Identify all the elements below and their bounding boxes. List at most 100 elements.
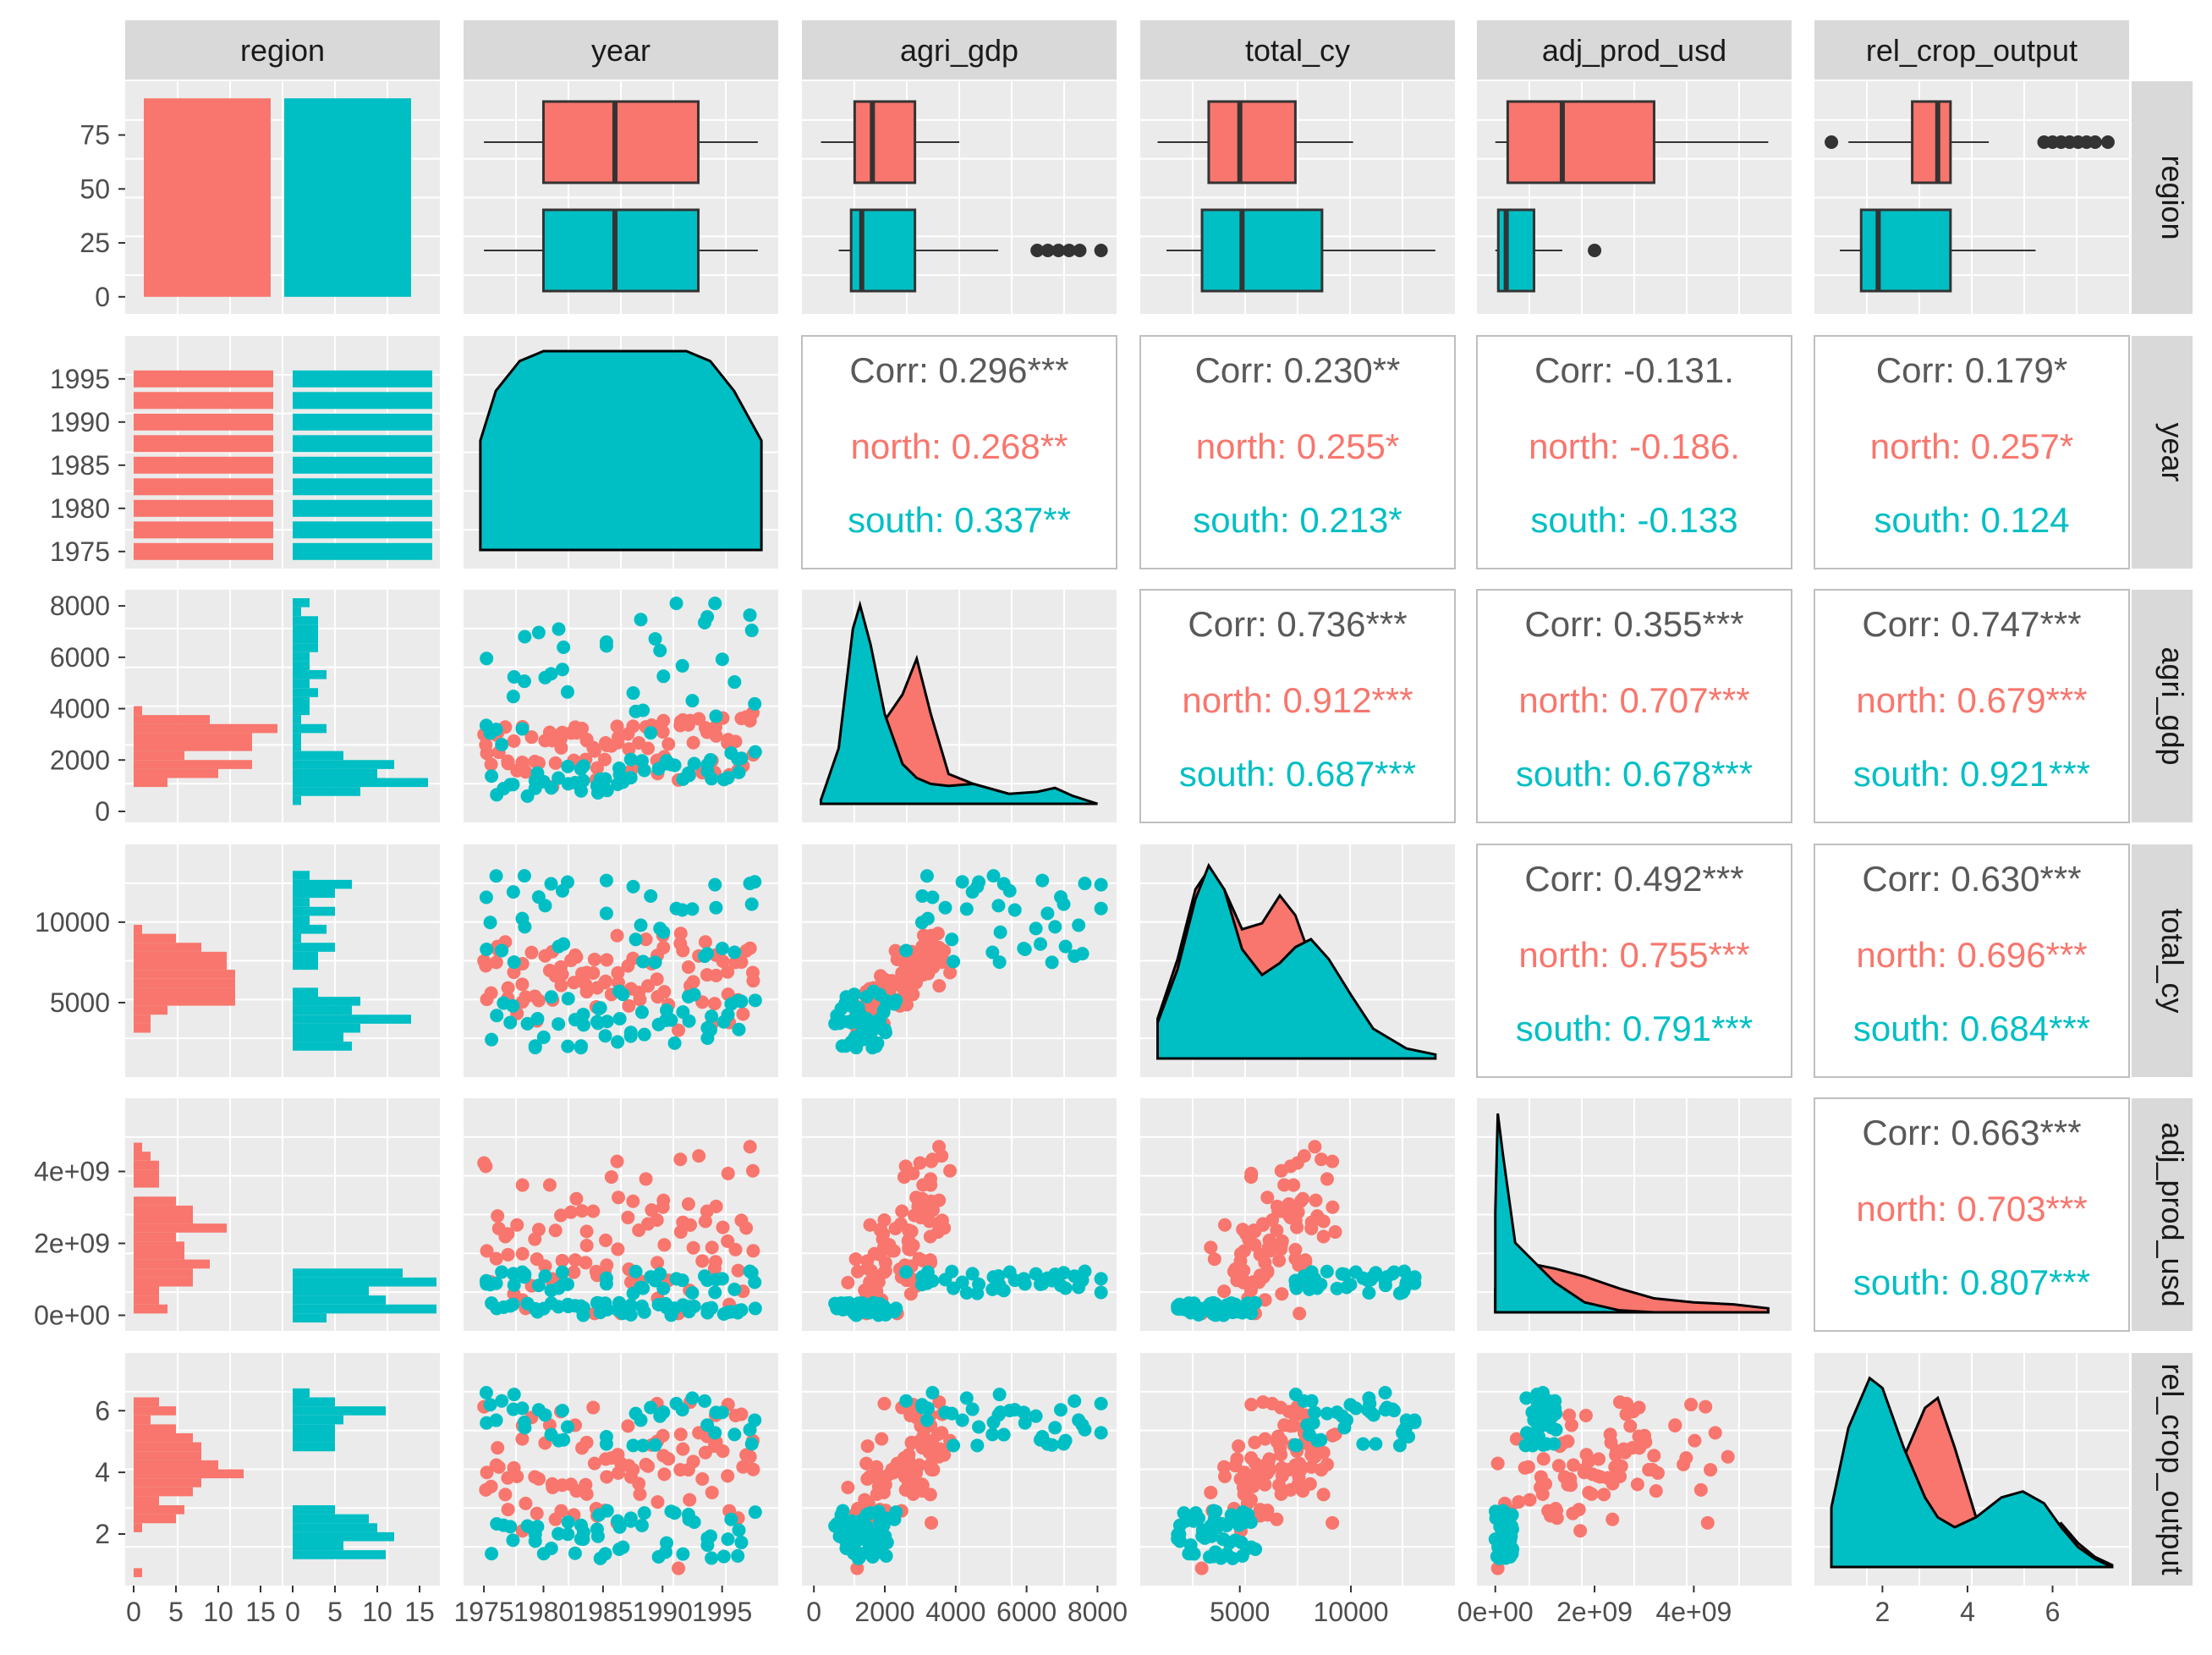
scatter-point-south	[715, 941, 729, 955]
scatter-point-north	[1287, 1178, 1301, 1192]
scatter-point-south	[709, 709, 723, 723]
tick-label: 0	[126, 1597, 141, 1627]
outlier-point	[1040, 244, 1055, 257]
scatter-point-north	[587, 1456, 601, 1471]
hist-bar-south	[293, 1433, 335, 1443]
scatter-point-south	[685, 902, 700, 916]
scatter-point-south	[1340, 1280, 1354, 1295]
scatter-point-north	[1247, 1476, 1261, 1491]
scatter-point-south	[611, 777, 625, 791]
scatter-point-north	[877, 1396, 892, 1410]
scatter-point-north	[707, 997, 722, 1011]
scatter-point-south	[552, 771, 566, 785]
strip-label-right-adj_prod_usd: adj_prod_usd	[2155, 1122, 2190, 1306]
scatter-point-south	[698, 949, 712, 964]
hist-bar-south	[293, 616, 318, 625]
scatter-point-south	[628, 932, 643, 947]
scatter-point-south	[599, 639, 613, 653]
hist-bar-north	[134, 1505, 184, 1515]
scatter-point-south	[520, 1519, 535, 1533]
scatter-point-south	[685, 1285, 700, 1300]
scatter-point-north	[877, 972, 892, 987]
scatter-point-north	[1590, 1469, 1605, 1483]
hist-bar-south	[293, 1304, 436, 1314]
outlier-point	[1051, 244, 1066, 257]
tick-label: 2	[1875, 1597, 1891, 1627]
scatter-point-north	[705, 1240, 719, 1255]
scatter-point-north	[863, 1218, 877, 1232]
corr-panel	[1476, 335, 1792, 569]
corr-south: south: 0.687***	[1179, 754, 1416, 794]
scatter-point-north	[1535, 1487, 1550, 1502]
hist-bar-north	[134, 768, 218, 778]
scatter-point-south	[830, 1517, 844, 1531]
hist-bar-north	[134, 925, 142, 934]
scatter-point-north	[1277, 1418, 1292, 1432]
scatter-point-south	[626, 686, 640, 701]
scatter-point-south	[1094, 1396, 1108, 1410]
corr-north: north: -0.186.	[1529, 426, 1740, 466]
scatter-point-north	[1274, 1433, 1288, 1448]
scatter-point-north	[1204, 1240, 1218, 1255]
scatter-point-north	[1608, 1460, 1622, 1474]
scatter-point-north	[579, 977, 593, 992]
scatter-point-north	[1326, 1200, 1340, 1214]
scatter-point-south	[555, 1265, 569, 1279]
scatter-point-south	[727, 675, 742, 690]
scatter-point-north	[924, 951, 938, 965]
scatter-point-south	[873, 1545, 887, 1559]
scatter-point-south	[544, 667, 558, 681]
scatter-point-south	[1493, 1512, 1507, 1526]
scatter-point-north	[683, 1218, 697, 1232]
scatter-point-north	[1512, 1495, 1526, 1509]
scatter-point-south	[623, 771, 638, 785]
scatter-point-south	[648, 632, 662, 646]
scatter-point-south	[1058, 939, 1073, 954]
scatter-point-south	[880, 1303, 894, 1317]
hist-bar-south	[293, 607, 301, 617]
tick-label: 10000	[35, 907, 110, 937]
scatter-point-south	[708, 1285, 722, 1300]
scatter-point-north	[1326, 1515, 1340, 1530]
scatter-point-north	[873, 1223, 887, 1238]
scatter-point-north	[611, 1242, 625, 1256]
scatter-point-south	[485, 1547, 499, 1561]
density-south	[1830, 1376, 2113, 1569]
scatter-point-south	[1094, 1285, 1108, 1300]
scatter-point-south	[1029, 1267, 1043, 1281]
hist-bar-south	[293, 1442, 335, 1452]
scatter-point-south	[489, 1276, 503, 1290]
scatter-point-south	[637, 1506, 651, 1520]
scatter-point-south	[518, 630, 532, 644]
scatter-point-north	[672, 1561, 686, 1575]
scatter-point-north	[501, 981, 515, 995]
scatter-point-south	[623, 1298, 638, 1312]
scatter-point-north	[530, 1506, 544, 1520]
scatter-point-north	[600, 953, 614, 967]
tick-label: 6	[2045, 1597, 2061, 1627]
scatter-point-north	[1290, 1220, 1304, 1234]
scatter-point-south	[1362, 1285, 1376, 1300]
scatter-point-north	[1625, 1441, 1639, 1455]
hist-bar-south	[293, 1014, 411, 1024]
scatter-point-north	[491, 1441, 505, 1455]
scatter-point-north	[610, 1154, 624, 1168]
scatter-point-south	[709, 1405, 723, 1420]
scatter-point-south	[682, 768, 696, 783]
scatter-point-north	[1262, 1452, 1276, 1466]
scatter-point-south	[576, 1007, 590, 1021]
scatter-point-south	[1078, 1264, 1092, 1278]
scatter-point-south	[612, 984, 627, 998]
scatter-point-north	[579, 1224, 594, 1239]
scatter-point-south	[996, 1427, 1011, 1442]
scatter-point-north	[1298, 1253, 1313, 1267]
scatter-point-south	[515, 722, 530, 736]
scatter-point-south	[576, 1532, 590, 1547]
scatter-point-south	[669, 1272, 683, 1286]
scatter-point-north	[1563, 1471, 1578, 1486]
tick-label: 0e+00	[1457, 1597, 1534, 1627]
hist-bar-north	[134, 1460, 218, 1470]
hist-bar-north	[134, 1469, 244, 1479]
scatter-point-north	[1230, 1452, 1244, 1466]
